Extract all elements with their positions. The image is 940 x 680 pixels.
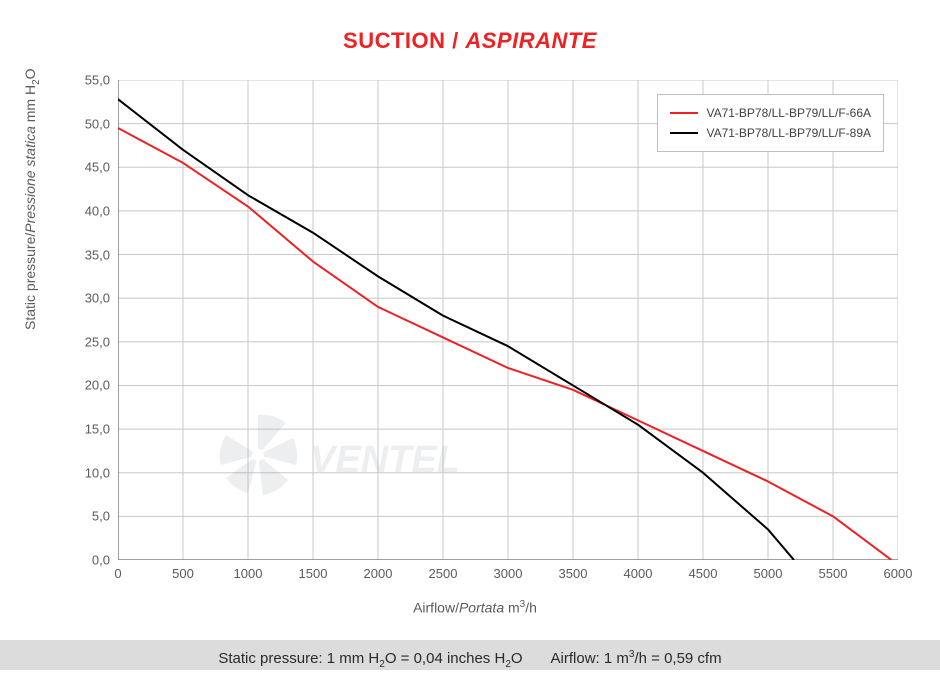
legend-swatch bbox=[670, 132, 698, 134]
title-ital: ASPIRANTE bbox=[465, 28, 597, 53]
footer-sp-2: O = 0,04 inches H bbox=[385, 650, 505, 667]
y-unit-pre: mm H bbox=[22, 85, 38, 126]
footer-af-2: /h = 0,59 cfm bbox=[634, 650, 721, 667]
legend-label: VA71-BP78/LL-BP79/LL/F-66A bbox=[706, 106, 871, 120]
x-tick: 1500 bbox=[299, 560, 328, 581]
title-main: SUCTION bbox=[343, 28, 446, 53]
x-tick: 500 bbox=[172, 560, 194, 581]
y-tick: 50,0 bbox=[85, 116, 118, 131]
title-sep: / bbox=[446, 28, 466, 53]
y-unit-suf: O bbox=[22, 68, 38, 79]
legend-item: VA71-BP78/LL-BP79/LL/F-89A bbox=[670, 123, 871, 143]
y-tick: 55,0 bbox=[85, 73, 118, 88]
y-tick: 15,0 bbox=[85, 422, 118, 437]
chart-container: Static pressure/Pressione statica mm H2O… bbox=[40, 70, 910, 610]
y-tick: 5,0 bbox=[92, 509, 118, 524]
chart-title: SUCTION / ASPIRANTE bbox=[0, 0, 940, 54]
y-tick: 30,0 bbox=[85, 291, 118, 306]
y-tick: 45,0 bbox=[85, 160, 118, 175]
x-tick: 6000 bbox=[884, 560, 913, 581]
legend-item: VA71-BP78/LL-BP79/LL/F-66A bbox=[670, 103, 871, 123]
chart-svg bbox=[118, 80, 898, 560]
legend: VA71-BP78/LL-BP79/LL/F-66A VA71-BP78/LL-B… bbox=[657, 94, 884, 152]
x-unit-suf: /h bbox=[525, 600, 537, 616]
x-tick: 5500 bbox=[819, 560, 848, 581]
footer-sp-3: O bbox=[511, 650, 523, 667]
legend-swatch bbox=[670, 112, 698, 114]
x-tick: 3000 bbox=[494, 560, 523, 581]
legend-label: VA71-BP78/LL-BP79/LL/F-89A bbox=[706, 126, 871, 140]
footer-bar: Static pressure: 1 mm H2O = 0,04 inches … bbox=[0, 640, 940, 670]
x-tick: 4500 bbox=[689, 560, 718, 581]
x-tick: 4000 bbox=[624, 560, 653, 581]
footer-sp-1: Static pressure: 1 mm H bbox=[218, 650, 379, 667]
y-label-sep: / bbox=[22, 233, 38, 237]
x-unit-pre: m bbox=[504, 600, 520, 616]
x-tick: 5000 bbox=[754, 560, 783, 581]
x-tick: 2500 bbox=[429, 560, 458, 581]
y-axis-label: Static pressure/Pressione statica mm H2O bbox=[22, 68, 42, 330]
y-label-ital: Pressione statica bbox=[22, 126, 38, 233]
y-unit-sub: 2 bbox=[31, 79, 42, 85]
y-tick: 0,0 bbox=[92, 553, 118, 568]
y-tick: 40,0 bbox=[85, 203, 118, 218]
y-tick: 35,0 bbox=[85, 247, 118, 262]
x-label-plain: Airflow bbox=[413, 600, 455, 616]
y-tick: 20,0 bbox=[85, 378, 118, 393]
x-tick: 2000 bbox=[364, 560, 393, 581]
x-axis-label: Airflow/Portata m3/h bbox=[40, 599, 910, 616]
x-tick: 1000 bbox=[234, 560, 263, 581]
x-tick: 3500 bbox=[559, 560, 588, 581]
y-tick: 10,0 bbox=[85, 465, 118, 480]
y-tick: 25,0 bbox=[85, 334, 118, 349]
x-label-ital: Portata bbox=[459, 600, 504, 616]
y-label-plain: Static pressure bbox=[22, 237, 38, 330]
footer-af-1: Airflow: 1 m bbox=[551, 650, 629, 667]
plot-area: VENTEL VA71-BP78/LL-BP79/LL/F-66AVA71-BP… bbox=[118, 80, 898, 560]
